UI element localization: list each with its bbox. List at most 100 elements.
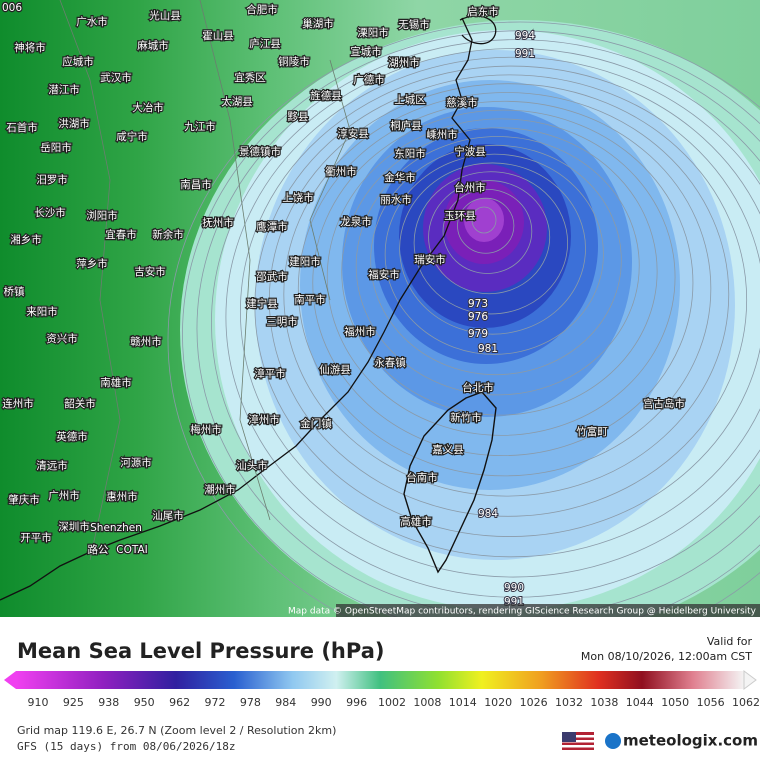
colorbar-tick-label: 950	[134, 696, 155, 709]
city-label: 汨罗市	[36, 173, 68, 186]
city-label: 鹰潭市	[256, 220, 288, 233]
colorbar-tick-label: 1038	[590, 696, 618, 709]
colorbar-tick-label: 1026	[520, 696, 548, 709]
city-label: 麻城市	[137, 39, 169, 52]
city-label: 金华市	[384, 171, 416, 184]
valid-label: Valid for	[707, 635, 753, 648]
city-label: 广德市	[353, 73, 385, 86]
city-label: 启东市	[467, 5, 499, 18]
city-label: 赣州市	[130, 335, 162, 348]
isobar-label: 991	[515, 48, 535, 60]
city-label: 路公	[88, 543, 109, 556]
city-label: 韶关市	[64, 397, 96, 410]
city-label: 玉环县	[444, 210, 476, 222]
city-label: 武汉市	[100, 71, 132, 84]
city-label: 岳阳市	[40, 141, 72, 154]
city-label: 嘉义县	[432, 443, 464, 456]
legend-title: Mean Sea Level Pressure (hPa)	[17, 639, 384, 663]
city-label: 长沙市	[34, 206, 66, 219]
city-label: 邵武市	[256, 270, 288, 283]
city-label: 霍山县	[202, 30, 234, 42]
colorbar-tick-label: 1044	[626, 696, 654, 709]
colorbar-tick-label: 978	[240, 696, 261, 709]
city-label: 庐江县	[249, 37, 281, 50]
city-label: 宣城市	[350, 45, 382, 58]
city-label: 上饶市	[282, 191, 314, 204]
grid-info: Grid map 119.6 E, 26.7 N (Zoom level 2 /…	[17, 724, 336, 737]
city-label: 永春镇	[374, 356, 406, 369]
city-label: 黟县	[288, 111, 309, 123]
city-label: 衢州市	[325, 165, 357, 178]
city-label: 漳州市	[248, 413, 280, 426]
city-label: 淳安县	[337, 127, 369, 140]
map: 006广水市光山县合肥市巢湖市溧阳市无锡市启东市神将市麻城市霍山县庐江县铜陵市宣…	[0, 0, 760, 658]
city-label: 广州市	[48, 489, 80, 502]
brand[interactable]: meteologix.com	[623, 732, 758, 750]
city-label: 湘乡市	[10, 233, 42, 246]
colorbar	[16, 671, 744, 689]
colorbar-tick-label: 990	[311, 696, 332, 709]
city-label: 汕尾市	[152, 509, 184, 522]
city-label: 嵊州市	[426, 128, 458, 141]
city-label: 梅州市	[190, 423, 222, 436]
city-label: 洪湖市	[58, 117, 90, 130]
city-label: 新余市	[152, 228, 184, 241]
city-label: 咸宁市	[116, 130, 148, 143]
city-label: 金门镇	[300, 417, 332, 430]
city-label: 开平市	[20, 531, 52, 544]
city-label: 台州市	[454, 181, 486, 194]
city-label: 宜秀区	[234, 71, 266, 84]
city-label: 三明市	[266, 315, 298, 328]
city-label: 桥镇	[4, 285, 25, 298]
city-label: 福安市	[368, 268, 400, 281]
colorbar-tick-label: 972	[205, 696, 226, 709]
city-label: 南平市	[294, 293, 326, 306]
city-label: 深圳市	[58, 520, 90, 533]
brand-logo	[605, 733, 621, 749]
city-label: 台南市	[406, 471, 438, 484]
city-label: 南昌市	[180, 178, 212, 191]
city-label: 太湖县	[221, 95, 253, 108]
city-label: 宁波县	[454, 145, 486, 158]
city-label: 宫古岛市	[643, 397, 685, 410]
city-label: 吉安市	[134, 265, 166, 278]
city-label: 台北市	[462, 381, 494, 394]
flag	[562, 732, 594, 750]
city-label: 潮州市	[204, 483, 236, 496]
colorbar-tick-label: 925	[63, 696, 84, 709]
city-label: 巢湖市	[302, 17, 334, 30]
colorbar-tick-label: 1002	[378, 696, 406, 709]
city-label: 肇庆市	[8, 493, 40, 506]
city-label: 连州市	[2, 397, 34, 410]
city-label: 景德镇市	[239, 145, 281, 158]
city-label: 铜陵市	[278, 55, 310, 68]
city-label: 宜春市	[105, 228, 137, 241]
city-label: 高雄市	[400, 515, 432, 528]
city-label: 石首市	[6, 121, 38, 134]
model-info: GFS (15 days) from 08/06/2026/18z	[17, 740, 236, 753]
city-label: 仙游县	[319, 363, 351, 376]
city-label: 建宁县	[246, 297, 278, 310]
isobar-label: 976	[468, 311, 488, 323]
city-label: 无锡市	[398, 18, 430, 31]
city-label: 慈溪市	[446, 96, 478, 109]
city-label: 合肥市	[246, 3, 278, 16]
city-label: 大冶市	[132, 101, 164, 114]
city-label: 建阳市	[289, 255, 321, 268]
colorbar-tick-label: 1056	[697, 696, 725, 709]
city-label: 丽水市	[380, 193, 412, 206]
colorbar-tick-label: 962	[169, 696, 190, 709]
corner-label: 006	[2, 2, 22, 14]
city-label: 萍乡市	[76, 257, 108, 270]
isobar-label: 979	[468, 328, 488, 340]
city-label: 抚州市	[202, 216, 234, 229]
city-label: 河源市	[120, 456, 152, 469]
isobar-label: 981	[478, 343, 498, 355]
colorbar-tick-label: 1020	[484, 696, 512, 709]
colorbar-tick-label: 938	[98, 696, 119, 709]
city-label: 清远市	[36, 459, 68, 472]
isobar-label: 984	[478, 508, 498, 520]
legend-panel: Mean Sea Level Pressure (hPa) Valid for …	[0, 617, 760, 760]
